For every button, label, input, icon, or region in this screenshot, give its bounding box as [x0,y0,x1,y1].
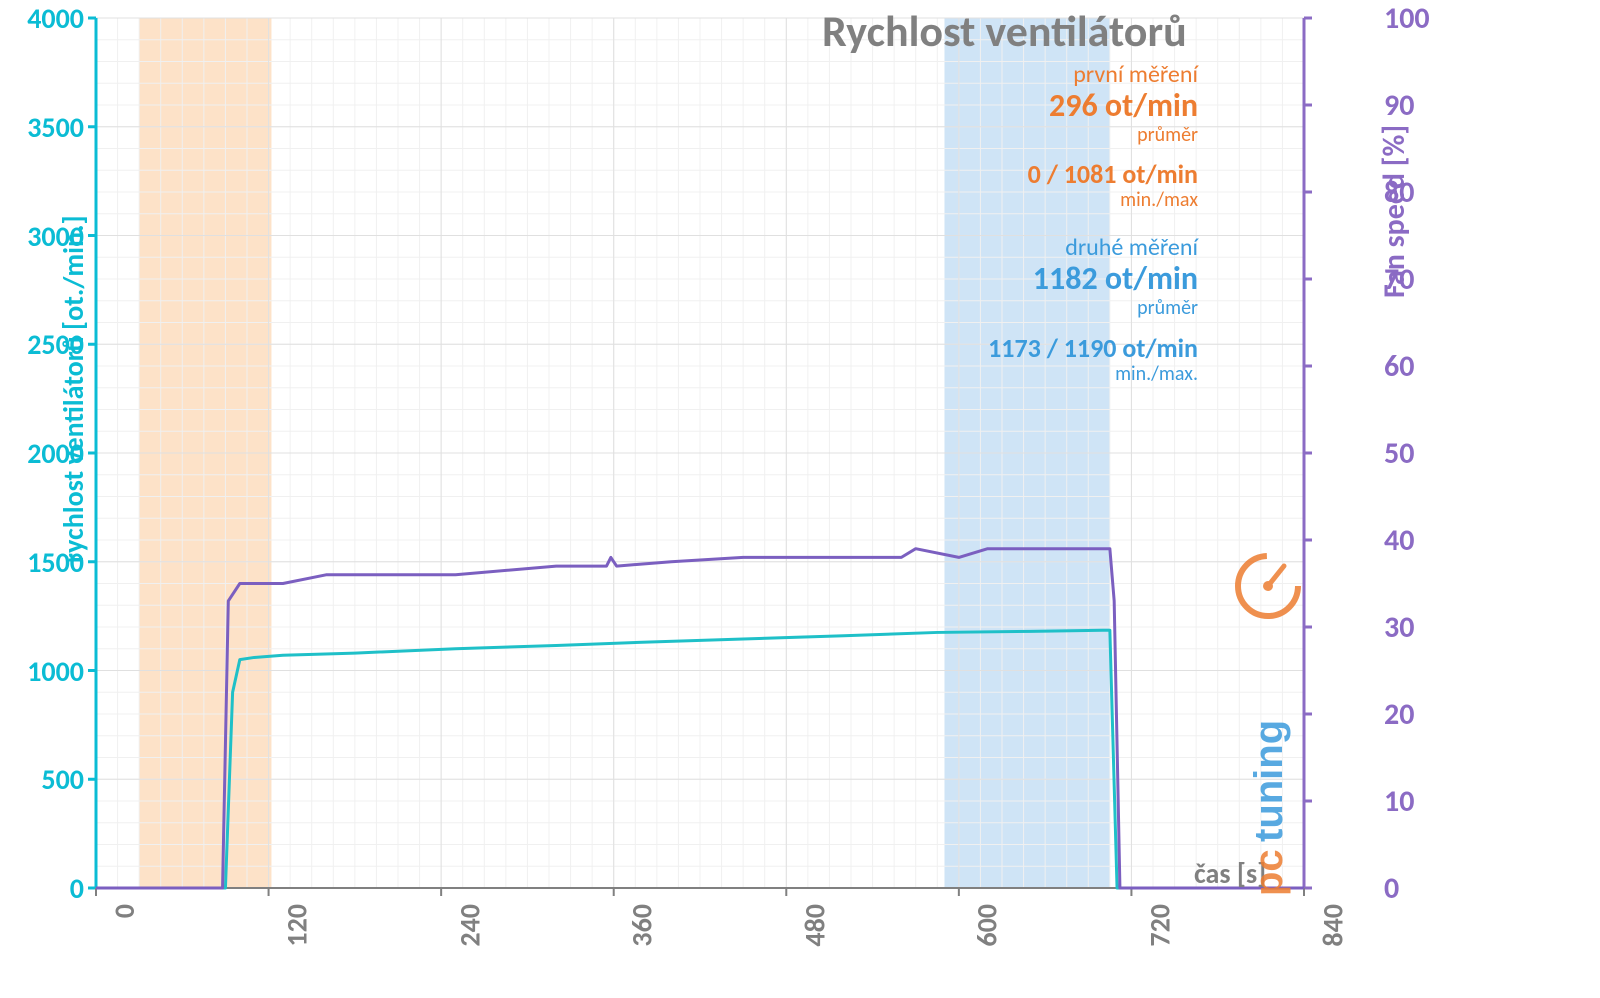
x-tick: 0 [107,904,142,918]
x-tick: 720 [1143,904,1178,947]
y1-tick: 3500 [27,110,84,145]
chart-container: Rychlost ventilátorů rychlost ventilátor… [0,0,1600,998]
pctuning-watermark-logo: pc tuning [1232,530,1304,900]
y2-tick: 100 [1384,0,1430,37]
y2-tick: 70 [1384,261,1414,298]
annot-label: druhé měření [1033,235,1198,261]
y1-axis-label: rychlost ventilátorů [ot./min.] [56,215,91,563]
y2-tick: 90 [1384,87,1414,124]
y1-tick: 1500 [27,545,84,580]
y1-tick: 1000 [27,654,84,689]
chart-title: Rychlost ventilátorů [822,4,1187,58]
x-tick: 840 [1315,904,1350,947]
y1-tick: 4000 [27,1,84,36]
y1-tick: 2000 [27,436,84,471]
annot-sublabel: průměr [1033,297,1198,319]
y2-tick: 60 [1384,348,1414,385]
y2-tick: 50 [1384,435,1414,472]
y2-tick: 80 [1384,174,1414,211]
x-tick: 240 [452,904,487,947]
annot-value: 1173 / 1190 ot/min [988,334,1198,363]
annot-value: 0 / 1081 ot/min [1028,160,1198,189]
x-tick: 480 [798,904,833,947]
annotation-measurement-1-minmax: 0 / 1081 ot/min min./max [1028,160,1198,211]
x-tick: 360 [625,904,660,947]
annot-sublabel: průměr [1049,124,1198,146]
y1-tick: 0 [70,871,84,906]
y2-tick: 40 [1384,522,1414,559]
annot-sublabel: min./max [1028,189,1198,211]
svg-text:pc: pc [1247,849,1291,896]
annot-sublabel: min./max. [988,363,1198,385]
plot-area [0,0,1600,998]
annot-label: první měření [1049,62,1198,88]
annot-value: 1182 ot/min [1033,261,1198,296]
annotation-measurement-2: druhé měření 1182 ot/min průměr [1033,235,1198,319]
y2-tick: 10 [1384,783,1414,820]
annotation-measurement-2-minmax: 1173 / 1190 ot/min min./max. [988,334,1198,385]
y2-tick: 30 [1384,609,1414,646]
x-tick: 120 [280,904,315,947]
svg-text:tuning: tuning [1247,720,1291,842]
y1-tick: 2500 [27,327,84,362]
y2-tick: 0 [1384,870,1399,907]
y2-tick: 20 [1384,696,1414,733]
annotation-measurement-1: první měření 296 ot/min průměr [1049,62,1198,146]
annot-value: 296 ot/min [1049,88,1198,123]
y1-tick: 3000 [27,219,84,254]
x-tick: 600 [970,904,1005,947]
y1-tick: 500 [41,762,84,797]
